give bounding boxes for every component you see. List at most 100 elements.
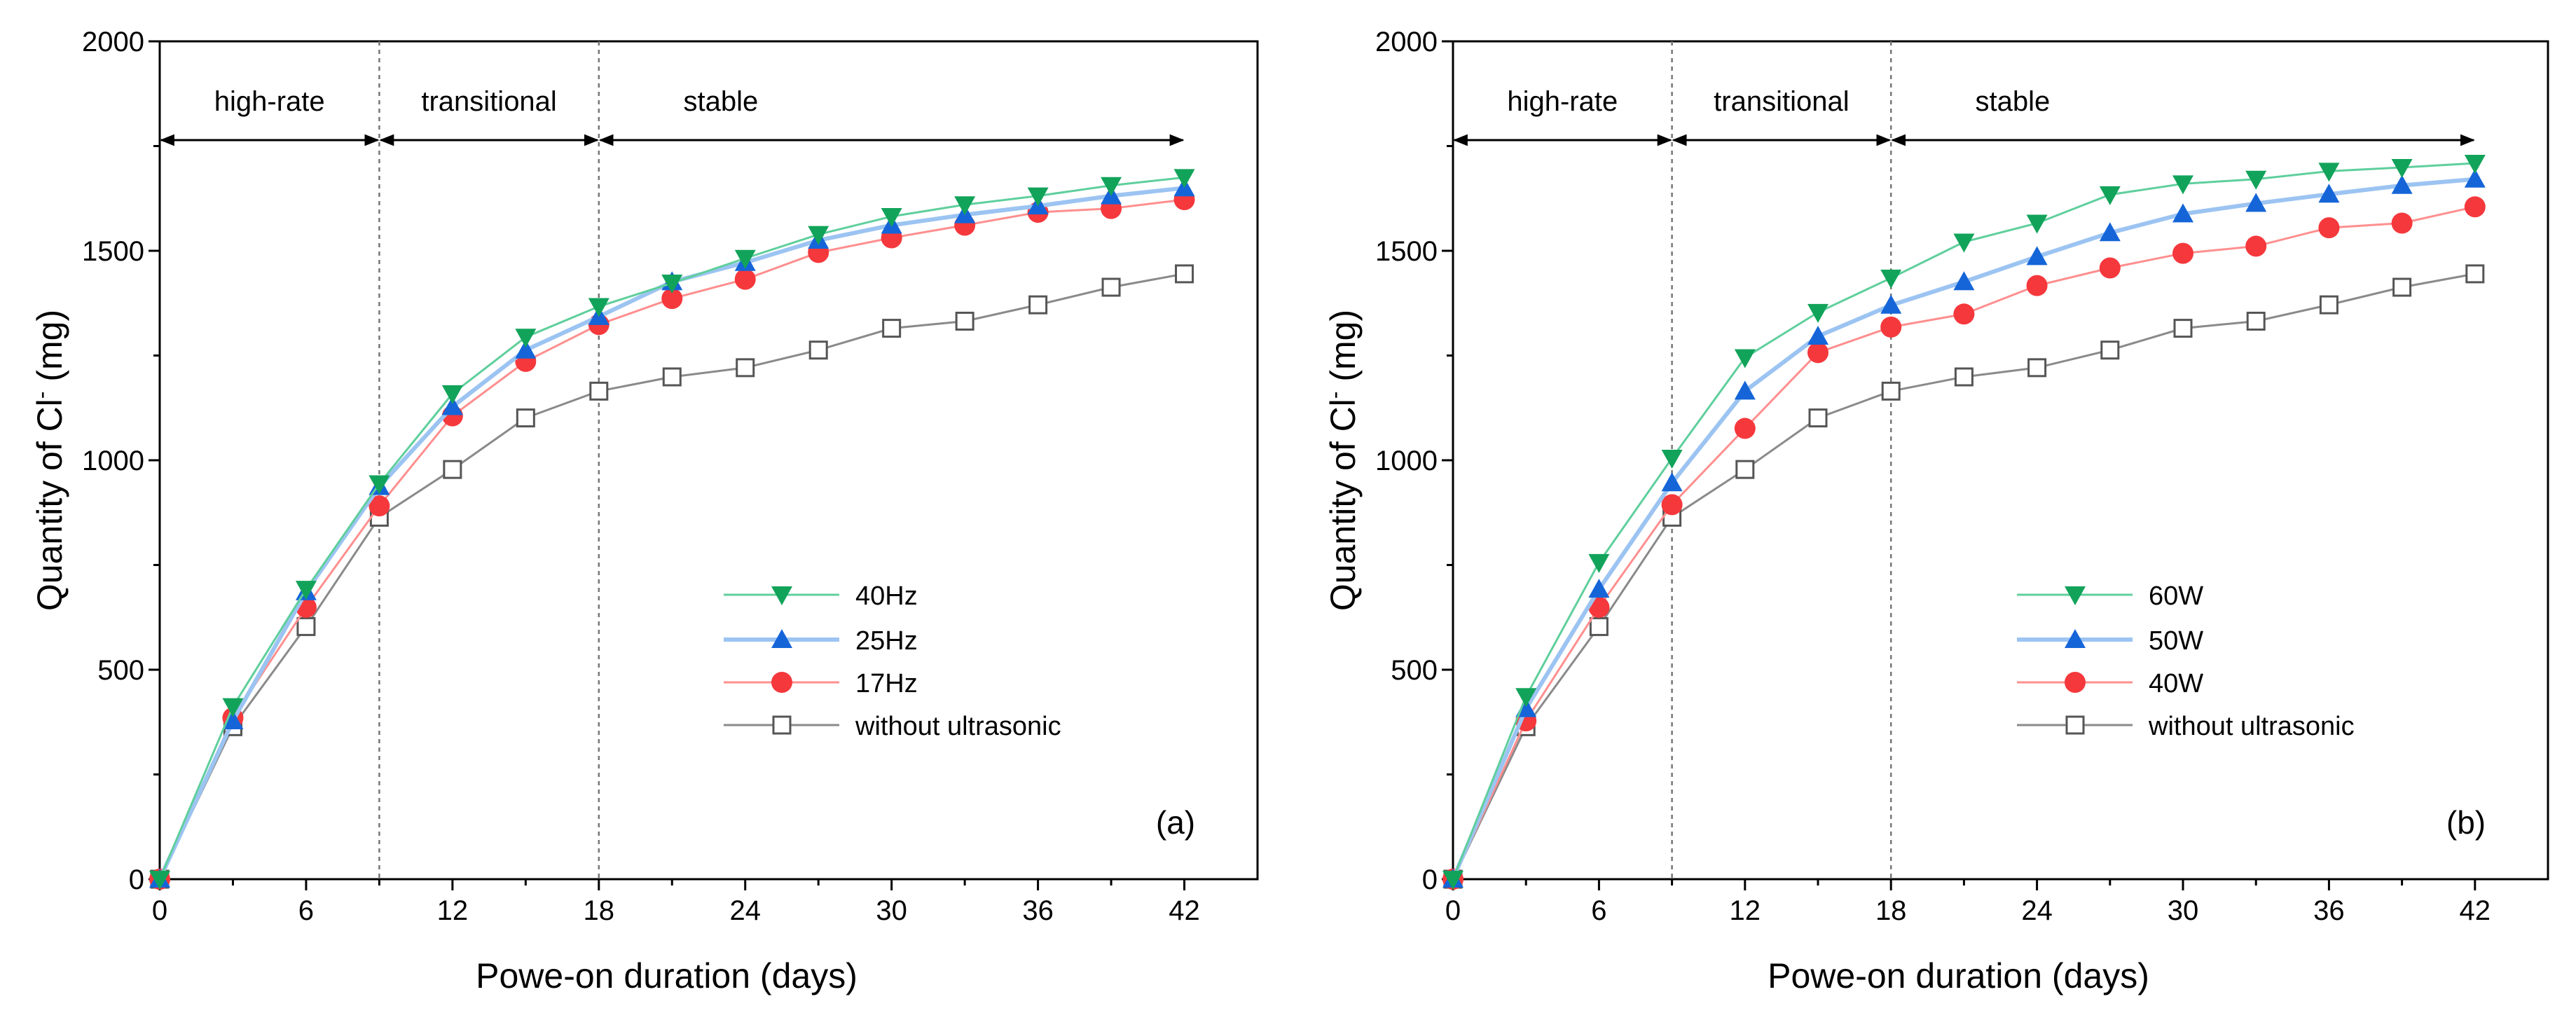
panel-label: (a)	[1156, 804, 1195, 841]
data-point-circle	[2245, 235, 2267, 257]
legend-label: without ultrasonic	[2148, 712, 2355, 741]
data-point-triangle-down	[2318, 163, 2340, 182]
data-point-circle	[661, 288, 683, 310]
data-point-triangle-up	[1953, 271, 1975, 291]
data-point-triangle-up	[1734, 380, 1756, 400]
data-point-square	[1175, 264, 1194, 284]
data-point-square	[662, 367, 682, 387]
legend-item: 40W	[2017, 669, 2203, 698]
x-tick-label: 24	[729, 895, 761, 926]
data-point-triangle-down	[881, 207, 902, 227]
data-point-square	[2173, 319, 2193, 338]
phase-label: transitional	[1714, 86, 1849, 117]
data-point-triangle-up	[2026, 246, 2048, 266]
data-point-triangle-down	[222, 698, 244, 717]
data-point-triangle-down	[1173, 169, 1195, 188]
y-axis-title-main: Quantity of Cl	[1323, 399, 1363, 611]
series-60w	[1442, 155, 2486, 890]
data-point-triangle-down	[441, 385, 463, 404]
data-point-triangle-up	[2099, 222, 2121, 242]
data-point-triangle-down	[808, 226, 829, 245]
y-axis-title-unit: (mg)	[1323, 310, 1363, 392]
x-tick-label: 0	[152, 895, 167, 926]
data-point-square	[1808, 408, 1828, 428]
x-tick-label: 42	[1169, 895, 1200, 926]
data-point-triangle-down	[149, 871, 170, 890]
data-point-circle	[1880, 316, 1902, 338]
series-40hz	[149, 169, 1195, 890]
series-50w	[1442, 168, 2486, 888]
data-point-triangle-up	[1588, 579, 1610, 598]
data-point-triangle-up	[515, 339, 537, 359]
legend-item: without ultrasonic	[724, 712, 1061, 741]
y-tick-label: 0	[129, 864, 144, 895]
y-tick-label: 500	[1391, 655, 1438, 686]
y-axis-title-main: Quantity of Cl	[30, 399, 69, 611]
x-tick-label: 18	[584, 895, 615, 926]
data-point-square	[2465, 264, 2485, 284]
series-17hz	[149, 189, 1195, 890]
series-line	[1452, 162, 2475, 880]
legend-item: 17Hz	[724, 669, 918, 698]
data-point-square	[2100, 340, 2120, 360]
data-point-circle	[1953, 303, 1975, 325]
chart-panel-a: 0 6 12 18 24 30 36 42 0 500 1000 1500 2000 Powe-on du…	[29, 27, 1259, 995]
x-tick-label: 6	[1591, 895, 1606, 926]
data-point-square	[2246, 311, 2266, 331]
legend-item: 50W	[2017, 626, 2203, 656]
phase-label: stable	[684, 86, 759, 117]
data-point-circle	[1734, 418, 1756, 439]
y-tick-label: 1500	[1375, 236, 1438, 267]
x-axis-title: Powe-on duration (days)	[476, 956, 857, 995]
data-point-square	[296, 616, 316, 636]
series-without-ultrasonic	[1443, 264, 2485, 889]
data-point-square	[955, 311, 974, 331]
data-point-triangle-up	[2172, 203, 2193, 223]
data-point-square	[443, 460, 462, 479]
data-point-square	[1028, 295, 1048, 315]
data-point-circle	[771, 672, 792, 693]
x-tick-label: 30	[2168, 895, 2199, 926]
data-point-triangle-up	[771, 629, 792, 648]
data-point-triangle-down	[734, 249, 756, 269]
y-tick-label: 500	[97, 655, 144, 686]
data-point-circle	[1588, 596, 1610, 618]
data-point-circle	[2099, 257, 2121, 279]
data-point-triangle-down	[2099, 186, 2121, 205]
y-tick-label: 0	[1422, 864, 1438, 895]
data-point-triangle-up	[2065, 629, 2086, 648]
data-point-triangle-down	[2172, 175, 2193, 195]
data-point-square	[1881, 381, 1901, 401]
data-point-square	[2392, 277, 2412, 297]
data-point-triangle-down	[1880, 269, 1902, 289]
data-point-triangle-down	[1101, 177, 1122, 196]
y-tick-label: 2000	[1375, 27, 1438, 57]
x-tick-label: 18	[1875, 895, 1907, 926]
data-point-circle	[2318, 217, 2340, 239]
data-point-square	[1101, 277, 1121, 297]
data-point-square	[2065, 715, 2085, 735]
data-point-triangle-down	[1953, 233, 1975, 253]
data-point-square	[2027, 358, 2047, 378]
data-point-circle	[1661, 494, 1683, 516]
data-point-square	[2319, 295, 2339, 315]
data-point-circle	[369, 495, 390, 517]
legend-item: without ultrasonic	[2017, 712, 2355, 741]
data-point-triangle-up	[441, 396, 463, 415]
x-tick-label: 24	[2021, 895, 2053, 926]
legend-label: 50W	[2149, 626, 2203, 656]
x-tick-label: 6	[298, 895, 314, 926]
x-tick-label: 30	[876, 895, 907, 926]
data-point-triangle-down	[1027, 187, 1049, 207]
data-point-square	[808, 340, 828, 360]
x-tick-label: 0	[1445, 895, 1461, 926]
y-tick-label: 1500	[82, 236, 144, 267]
data-point-triangle-down	[2026, 214, 2048, 234]
series-line	[158, 273, 1185, 880]
legend-label: 40W	[2149, 669, 2203, 698]
data-point-triangle-up	[2245, 193, 2267, 212]
panel-label: (b)	[2446, 804, 2486, 841]
data-point-triangle-down	[515, 329, 537, 348]
data-point-square	[736, 358, 755, 378]
